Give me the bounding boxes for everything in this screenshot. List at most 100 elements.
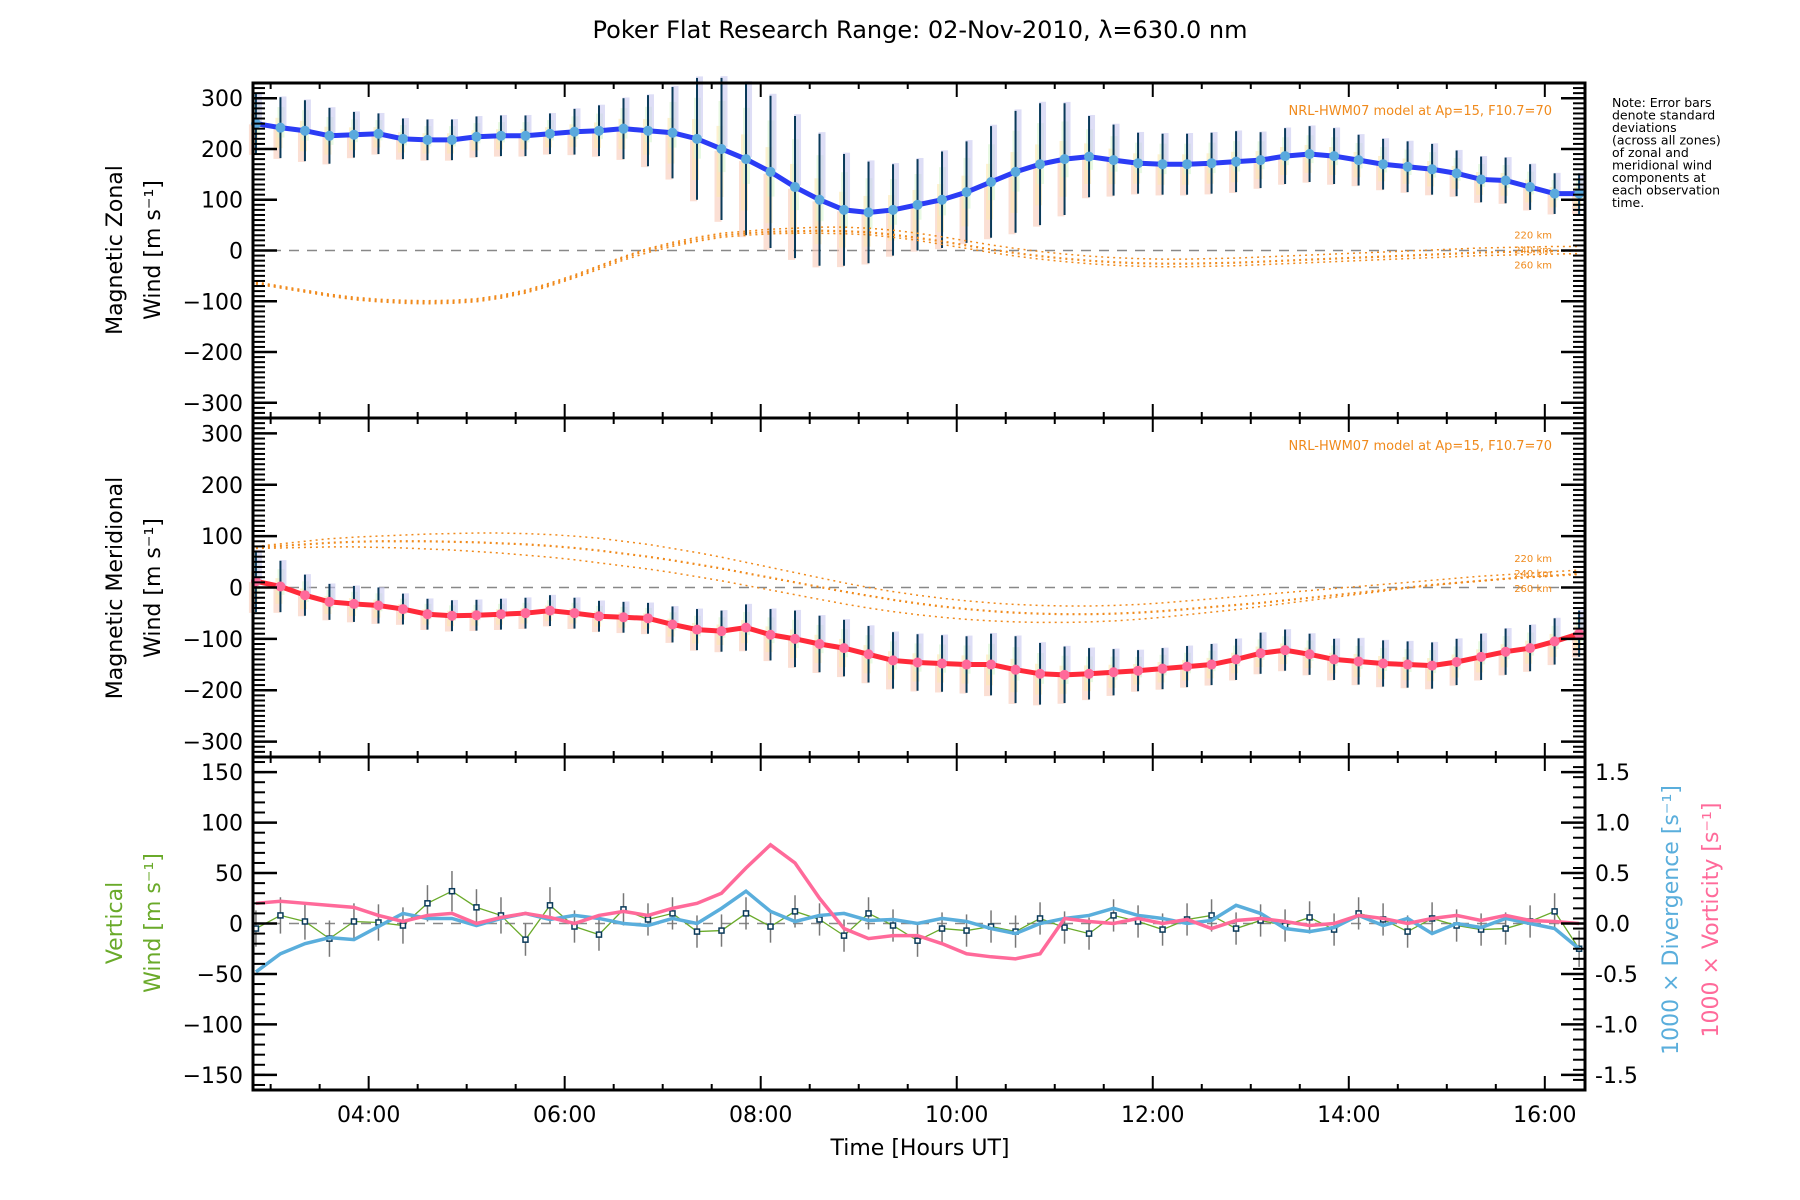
- mean-wind-point: [741, 154, 752, 165]
- zone-spread-bar: [818, 132, 826, 199]
- y2-tick-label: -0.5: [1595, 963, 1638, 988]
- mean-wind-point: [1133, 158, 1144, 169]
- mean-wind-point: [716, 626, 727, 637]
- zone-spread-bar: [279, 96, 287, 127]
- y2-tick-label: 0.0: [1595, 913, 1630, 938]
- vertical-wind-point: [1551, 908, 1558, 915]
- y-tick-label: 150: [201, 761, 243, 786]
- mean-wind-point: [1525, 643, 1536, 654]
- zone-spread-bar: [1039, 101, 1047, 163]
- y2-tick-label: -1.5: [1595, 1064, 1638, 1089]
- mean-wind-point: [1010, 166, 1021, 177]
- mean-wind-point: [1402, 659, 1413, 670]
- zone-spread-bar: [646, 94, 654, 130]
- vertical-wind-point: [963, 927, 970, 934]
- zone-spread-bar: [696, 76, 703, 138]
- mean-wind-point: [618, 612, 629, 623]
- mean-wind-point: [1525, 182, 1536, 193]
- zone-spread-bar: [867, 160, 875, 212]
- note-line: denote standard: [1612, 108, 1715, 123]
- mean-wind-point: [422, 134, 433, 145]
- zone-spread-bar: [548, 112, 556, 134]
- zone-spread-bar: [745, 81, 753, 158]
- zone-spread-bar: [499, 114, 507, 136]
- mean-wind-point: [495, 130, 506, 141]
- zone-spread-bar: [328, 107, 336, 136]
- mean-wind-point: [397, 604, 408, 615]
- mean-wind-point: [1231, 654, 1242, 665]
- vertical-wind-point: [1306, 914, 1313, 921]
- hwm07-model-line-220: [255, 532, 1580, 607]
- zone-spread-bar: [1357, 134, 1365, 160]
- zone-spread-bar: [1455, 149, 1463, 173]
- mean-wind-point: [1182, 661, 1193, 672]
- y-tick-label: −50: [197, 963, 243, 988]
- zone-spread-bar: [1578, 610, 1586, 634]
- model-note: NRL-HWM07 model at Ap=15, F10.7=70: [1289, 439, 1553, 454]
- mean-wind-point: [667, 619, 678, 630]
- vertical-wind-point: [840, 932, 848, 939]
- mean-wind-point: [888, 204, 899, 215]
- x-tick-label: 06:00: [533, 1103, 596, 1128]
- zone-spread-bar: [1186, 132, 1194, 164]
- hwm07-model-line-240: [255, 540, 1580, 616]
- zone-spread-bar: [1308, 125, 1316, 154]
- mean-wind-point: [1574, 188, 1585, 199]
- vertical-wind-point: [350, 918, 358, 925]
- y-tick-label: 100: [201, 812, 243, 837]
- zone-spread-bar: [1284, 629, 1292, 650]
- vertical-wind-point: [1110, 912, 1117, 919]
- vertical-ylabel-line1: Vertical: [103, 882, 128, 964]
- zone-spread-bar: [254, 549, 262, 581]
- zone-spread-bar: [524, 114, 532, 136]
- mean-wind-point: [716, 143, 727, 154]
- x-tick-label: 10:00: [925, 1103, 988, 1128]
- mean-wind-point: [1255, 155, 1266, 166]
- mean-wind-point: [1206, 659, 1217, 670]
- zone-spread-bar: [1259, 632, 1267, 653]
- altitude-label: 260 km: [1514, 261, 1552, 272]
- zone-spread-bar: [524, 597, 532, 613]
- zone-spread-bar: [1235, 130, 1243, 161]
- zonal-ylabel-line1: Magnetic Zonal: [103, 165, 128, 335]
- mean-wind-point: [839, 204, 850, 215]
- zone-spread-bar: [965, 635, 973, 664]
- zone-spread-bar: [622, 97, 630, 128]
- zone-spread-bar: [769, 93, 777, 170]
- mean-wind-point: [1500, 175, 1511, 186]
- mean-wind-point: [1084, 151, 1095, 162]
- zone-spread-bar: [818, 615, 826, 644]
- mean-wind-point: [1255, 648, 1266, 659]
- vertical-panel: -1.5 -1.0 -0.5 0.0 0.5 1.0 1.5 04:00 06:00 08:00 1…: [183, 755, 1638, 1128]
- zone-spread-bar: [573, 108, 581, 132]
- mean-wind-point: [471, 610, 482, 621]
- y-tick-label: 300: [201, 422, 243, 447]
- mean-wind-point: [569, 608, 580, 619]
- mean-wind-point: [1182, 159, 1193, 170]
- altitude-label: 240 km: [1514, 569, 1552, 580]
- mean-wind-point: [642, 125, 653, 136]
- mean-wind-point: [1059, 154, 1070, 165]
- zone-spread-bar: [377, 112, 385, 134]
- mean-wind-point: [1427, 164, 1438, 175]
- mean-wind-point: [348, 129, 359, 140]
- zone-spread-bar: [696, 608, 703, 630]
- zone-spread-bar: [1039, 642, 1047, 674]
- zone-spread-bar: [1529, 624, 1537, 648]
- mean-wind-point: [1010, 664, 1021, 675]
- chart-title: Poker Flat Research Range: 02-Nov-2010, …: [593, 16, 1248, 44]
- y-tick-label: 200: [201, 138, 243, 163]
- note-line: components at: [1612, 170, 1706, 185]
- y-tick-label: −150: [183, 1064, 243, 1089]
- mean-wind-point: [1329, 654, 1340, 665]
- zone-spread-bar: [1308, 633, 1316, 654]
- zone-spread-bar: [1504, 157, 1512, 180]
- mean-wind-point: [1084, 668, 1095, 679]
- y-tick-label: −100: [183, 1013, 243, 1038]
- mean-wind-point: [642, 613, 653, 624]
- zone-spread-bar: [303, 99, 311, 130]
- vertical-wind-point: [473, 904, 480, 911]
- mean-wind-point: [324, 130, 335, 141]
- mean-wind-point: [937, 194, 948, 205]
